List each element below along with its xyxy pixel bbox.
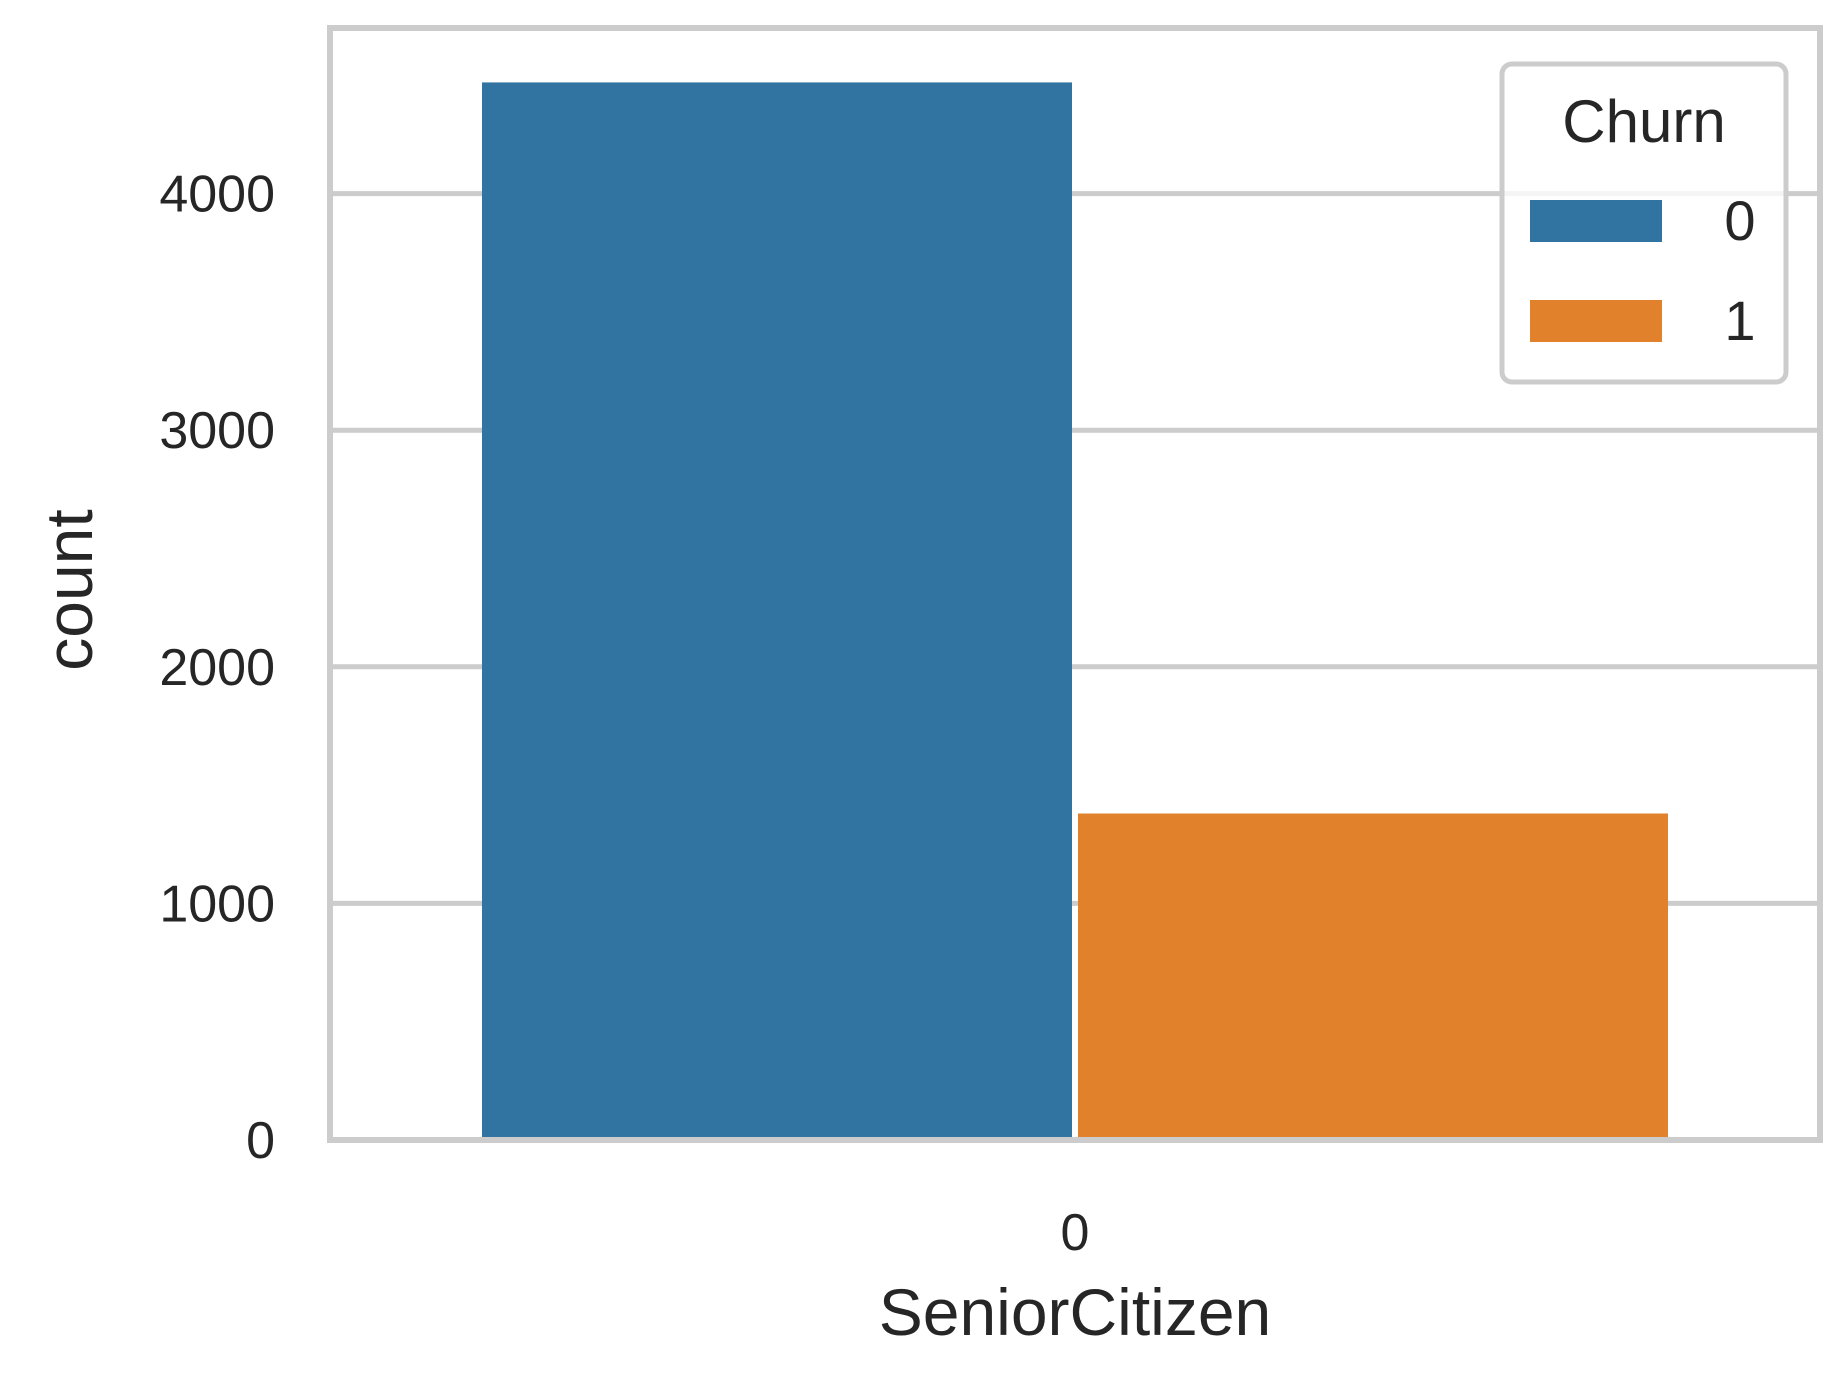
- x-tick-labels: 0: [1061, 1204, 1090, 1262]
- legend-label-0: 0: [1724, 189, 1755, 252]
- bar-churn-0: [482, 82, 1072, 1141]
- y-tick-label: 1000: [159, 875, 275, 933]
- y-tick-label: 2000: [159, 639, 275, 697]
- y-tick-labels: 0 1000 2000 3000 4000: [159, 166, 275, 1170]
- x-axis-label: SeniorCitizen: [879, 1275, 1272, 1349]
- y-tick-label: 4000: [159, 166, 275, 224]
- legend-swatch-0: [1530, 200, 1662, 242]
- legend-swatch-1: [1530, 300, 1662, 342]
- y-tick-label: 3000: [159, 402, 275, 460]
- plot-frame: [327, 25, 1823, 1143]
- y-tick-label: 0: [246, 1112, 275, 1170]
- legend-title: Churn: [1562, 88, 1725, 155]
- x-tick-label: 0: [1061, 1204, 1090, 1262]
- legend-items: 01: [1530, 189, 1756, 352]
- y-axis-label: count: [32, 509, 106, 670]
- bar-churn-1: [1078, 813, 1668, 1140]
- legend: Churn 01: [1499, 61, 1789, 385]
- bars: [482, 82, 1668, 1141]
- legend-label-1: 1: [1724, 289, 1755, 352]
